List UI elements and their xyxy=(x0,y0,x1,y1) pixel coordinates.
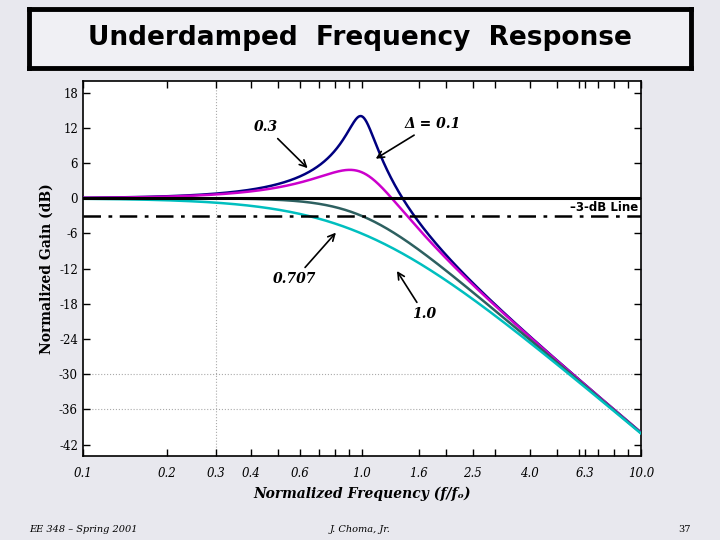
Text: 10.0: 10.0 xyxy=(628,467,654,480)
Text: J. Choma, Jr.: J. Choma, Jr. xyxy=(330,525,390,534)
Text: 0.3: 0.3 xyxy=(253,120,306,167)
Text: 0.3: 0.3 xyxy=(207,467,225,480)
Text: Underdamped  Frequency  Response: Underdamped Frequency Response xyxy=(88,25,632,51)
Text: 0.1: 0.1 xyxy=(73,467,92,480)
X-axis label: Normalized Frequency (f/fₒ): Normalized Frequency (f/fₒ) xyxy=(253,486,471,501)
Text: 6.3: 6.3 xyxy=(575,467,594,480)
Text: 0.4: 0.4 xyxy=(241,467,260,480)
Y-axis label: Normalized Gain (dB): Normalized Gain (dB) xyxy=(40,183,53,354)
Text: 2.5: 2.5 xyxy=(464,467,482,480)
Text: 1.6: 1.6 xyxy=(410,467,428,480)
Text: 0.6: 0.6 xyxy=(291,467,310,480)
Text: 1.0: 1.0 xyxy=(398,273,436,321)
Text: 0.2: 0.2 xyxy=(158,467,176,480)
Text: Δ = 0.1: Δ = 0.1 xyxy=(377,117,461,158)
Text: 4.0: 4.0 xyxy=(521,467,539,480)
Text: 37: 37 xyxy=(679,525,691,534)
Text: EE 348 – Spring 2001: EE 348 – Spring 2001 xyxy=(29,525,138,534)
Text: –3-dB Line: –3-dB Line xyxy=(570,201,639,214)
Text: 0.707: 0.707 xyxy=(273,234,335,286)
Text: 1.0: 1.0 xyxy=(352,467,372,480)
